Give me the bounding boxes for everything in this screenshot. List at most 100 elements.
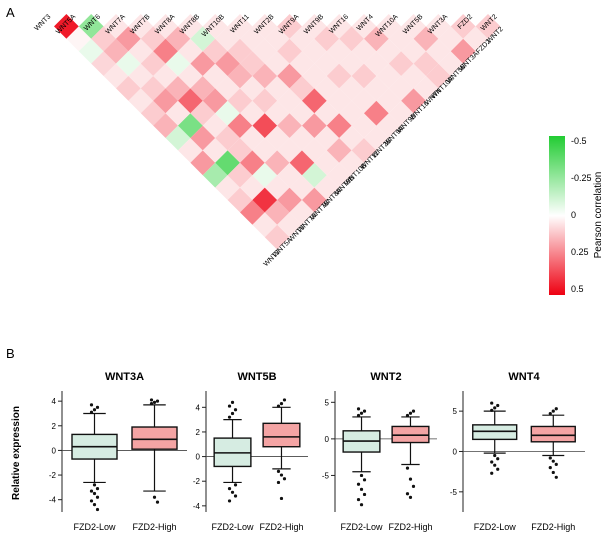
heatmap-cell <box>178 38 203 64</box>
heatmap-cell <box>326 162 352 188</box>
heatmap-cell <box>302 138 327 163</box>
heatmap-cell <box>54 14 79 39</box>
outlier-point <box>233 494 238 498</box>
y-tick-label: 4 <box>196 403 201 412</box>
outlier-point <box>92 503 97 507</box>
x-tick-label: FZD2-High <box>388 522 432 532</box>
heatmap-cell <box>302 14 327 39</box>
y-tick-label: 0 <box>52 446 57 455</box>
outlier-point <box>279 402 284 406</box>
boxplot-title: WNT2 <box>370 371 401 383</box>
heatmap-cell <box>277 88 302 114</box>
outlier-point <box>548 466 552 470</box>
x-tick-label: FZD2-Low <box>474 522 517 532</box>
box <box>472 424 518 441</box>
boxplot-title: WNT5B <box>237 371 276 383</box>
heatmap-cell <box>116 76 141 101</box>
heatmap-cell <box>153 113 178 138</box>
heatmap-cell <box>277 212 302 238</box>
heatmap-cell <box>178 88 203 114</box>
outlier-point <box>359 411 364 415</box>
outlier-point <box>411 484 416 489</box>
outlier-point <box>356 413 361 418</box>
heatmap-cell <box>78 38 104 64</box>
outlier-point <box>405 492 410 496</box>
heatmap: WNT3 WNT5A WNT6 WNT7A WNT7B WNT8A WNT8B WNT10B W… <box>33 13 504 268</box>
box <box>131 426 178 450</box>
y-tick-label: 2 <box>52 422 57 431</box>
heatmap-cell <box>153 63 178 89</box>
outlier-point <box>227 415 232 419</box>
heatmap-cell <box>240 26 265 52</box>
outlier-point <box>95 487 100 491</box>
heatmap-cell <box>215 51 240 76</box>
heatmap-cell <box>190 51 216 76</box>
heatmap-cell <box>240 125 265 151</box>
heatmap-cell <box>302 88 327 114</box>
y-tick-label: -5 <box>450 488 458 497</box>
heatmap-cell <box>314 175 340 200</box>
heatmap-cell <box>240 100 265 126</box>
heatmap-cell <box>202 63 228 89</box>
outlier-point <box>89 403 94 407</box>
heatmap-cell <box>140 76 166 101</box>
outlier-point <box>359 473 364 478</box>
outlier-point <box>155 500 160 504</box>
heatmap-cell <box>289 100 315 126</box>
outlier-point <box>493 463 497 467</box>
heatmap-cell <box>264 51 290 76</box>
heatmap-cell <box>351 63 377 89</box>
colorbar: Pearson correlation -0.5 -0.25 0 0.25 0.5 <box>549 136 603 295</box>
heatmap-cell <box>178 14 203 39</box>
heatmap-cell <box>240 150 265 176</box>
heatmap-cell <box>289 26 315 52</box>
y-tick-label: 0 <box>453 447 458 456</box>
heatmap-cell <box>128 63 154 89</box>
heatmap-cell <box>252 14 278 39</box>
heatmap-cell <box>252 113 278 138</box>
heatmap-cell <box>426 38 451 64</box>
y-tick-label: 5 <box>453 407 458 416</box>
boxplot-panel: WNT4 5 0 -5 FZD2-Low FZD2-High <box>450 371 585 532</box>
outlier-point <box>149 398 154 402</box>
heatmap-cell <box>388 76 414 101</box>
outlier-point <box>405 413 410 418</box>
outlier-point <box>554 462 558 466</box>
heatmap-cell <box>302 187 327 213</box>
heatmap-cell <box>426 63 451 89</box>
panel-a-label: A <box>6 5 15 20</box>
heatmap-cell <box>339 100 364 126</box>
heatmap-cell <box>475 14 501 39</box>
outlier-point <box>362 478 367 482</box>
heatmap-cell <box>376 63 402 89</box>
heatmap-cell <box>351 38 377 64</box>
heatmap-cell <box>339 125 364 151</box>
colorbar-tick-label: -0.25 <box>571 173 592 183</box>
heatmap-cell <box>401 63 426 89</box>
heatmap-cell <box>277 14 302 39</box>
outlier-point <box>493 453 497 458</box>
heatmap-cell <box>351 88 377 114</box>
outlier-point <box>496 467 500 471</box>
heatmap-cell <box>413 76 439 101</box>
heatmap-cell <box>339 76 364 101</box>
heatmap-cell <box>364 51 389 76</box>
heatmap-cell <box>326 38 352 64</box>
outlier-point <box>356 497 361 502</box>
heatmap-cell <box>240 76 265 101</box>
colorbar-tick-label: 0 <box>571 210 576 220</box>
outlier-point <box>276 469 281 473</box>
heatmap-cell <box>302 63 327 89</box>
outlier-point <box>95 405 100 409</box>
heatmap-cell <box>289 175 315 200</box>
heatmap-cell <box>277 162 302 188</box>
outlier-point <box>359 503 364 507</box>
outlier-point <box>95 495 100 499</box>
heatmap-cell <box>227 63 253 89</box>
outlier-point <box>282 477 287 481</box>
outlier-point <box>95 507 100 512</box>
heatmap-cell <box>302 38 327 64</box>
outlier-point <box>554 407 558 411</box>
heatmap-cell <box>289 150 315 176</box>
y-tick-label: 0 <box>325 435 330 444</box>
